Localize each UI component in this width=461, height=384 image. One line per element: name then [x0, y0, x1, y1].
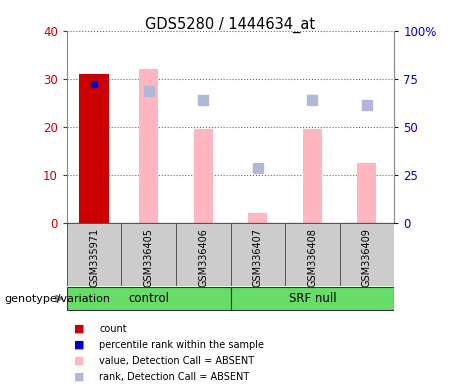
- Text: GSM336406: GSM336406: [198, 228, 208, 287]
- Text: count: count: [99, 324, 127, 334]
- Bar: [248, 213, 267, 223]
- Text: rank, Detection Call = ABSENT: rank, Detection Call = ABSENT: [99, 372, 249, 382]
- Text: GSM336407: GSM336407: [253, 228, 263, 287]
- Bar: [357, 163, 377, 223]
- Bar: [79, 74, 109, 223]
- FancyBboxPatch shape: [285, 223, 340, 286]
- Bar: [194, 129, 213, 223]
- Text: GSM336405: GSM336405: [144, 228, 154, 287]
- FancyBboxPatch shape: [176, 223, 230, 286]
- FancyBboxPatch shape: [230, 223, 285, 286]
- Text: ■: ■: [74, 356, 84, 366]
- Text: percentile rank within the sample: percentile rank within the sample: [99, 340, 264, 350]
- FancyBboxPatch shape: [121, 223, 176, 286]
- Text: ■: ■: [74, 340, 84, 350]
- FancyBboxPatch shape: [67, 287, 230, 310]
- Text: SRF null: SRF null: [289, 292, 336, 305]
- FancyBboxPatch shape: [67, 223, 121, 286]
- Text: genotype/variation: genotype/variation: [5, 293, 111, 304]
- Text: GSM336408: GSM336408: [307, 228, 317, 287]
- Text: ■: ■: [74, 324, 84, 334]
- Text: control: control: [128, 292, 169, 305]
- FancyBboxPatch shape: [230, 287, 394, 310]
- Text: value, Detection Call = ABSENT: value, Detection Call = ABSENT: [99, 356, 254, 366]
- Text: GSM336409: GSM336409: [362, 228, 372, 287]
- FancyBboxPatch shape: [340, 223, 394, 286]
- Text: GDS5280 / 1444634_at: GDS5280 / 1444634_at: [145, 17, 316, 33]
- Bar: [303, 129, 322, 223]
- Text: GSM335971: GSM335971: [89, 228, 99, 287]
- Text: ■: ■: [74, 372, 84, 382]
- Bar: [139, 69, 158, 223]
